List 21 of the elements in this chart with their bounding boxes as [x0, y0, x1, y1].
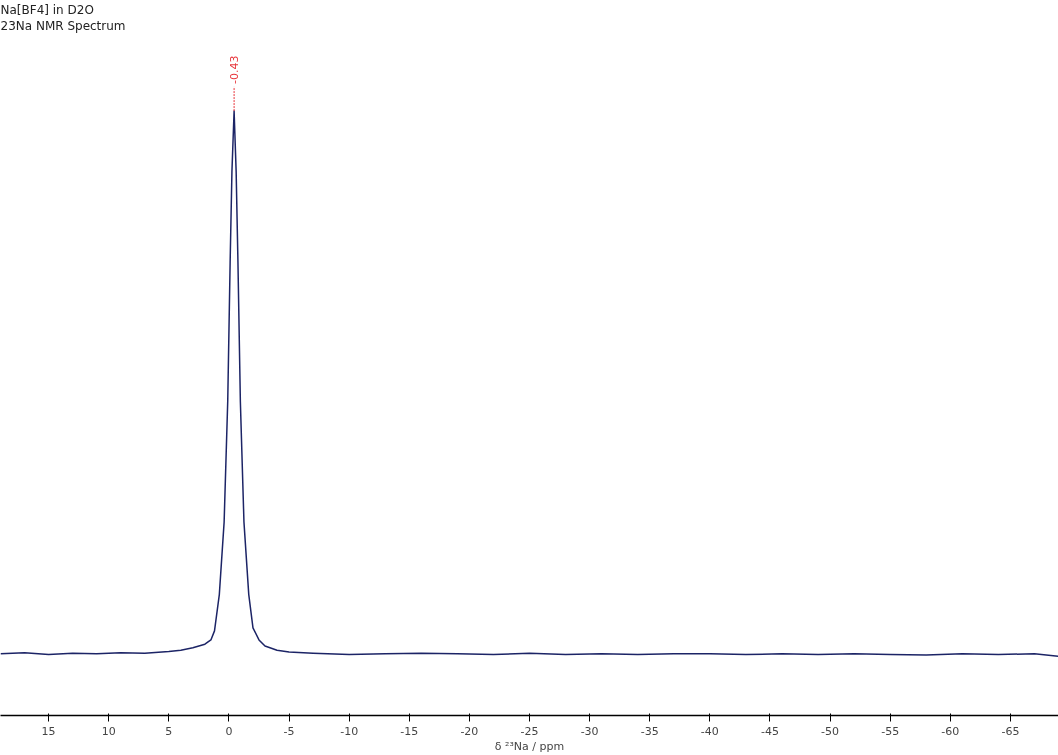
x-tick-label: 5 — [165, 724, 173, 738]
x-tick-label: -55 — [881, 724, 900, 738]
x-tick-label: 10 — [101, 724, 116, 738]
x-tick-label: -30 — [580, 724, 599, 738]
x-tick-label: -10 — [340, 724, 359, 738]
x-tick-label: -25 — [520, 724, 539, 738]
x-tick-label: -60 — [941, 724, 960, 738]
x-tick-label: -45 — [760, 724, 779, 738]
annotation: -0.43 — [228, 55, 242, 84]
x-tick-label: -40 — [700, 724, 719, 738]
x-tick-label: -35 — [640, 724, 659, 738]
x-tick-label: -50 — [821, 724, 840, 738]
x-tick-label: 15 — [41, 724, 56, 738]
x-tick-label: 0 — [225, 724, 233, 738]
chart-subtitle: 23Na NMR Spectrum — [0, 18, 126, 33]
x-tick-label: -15 — [400, 724, 419, 738]
x-axis-title: δ ²³Na / ppm — [494, 739, 565, 753]
x-tick-label: -20 — [460, 724, 479, 738]
x-tick-label: -5 — [283, 724, 295, 738]
x-tick-label: -65 — [1001, 724, 1020, 738]
chart-title: Na[BF4] in D2O — [0, 2, 94, 17]
